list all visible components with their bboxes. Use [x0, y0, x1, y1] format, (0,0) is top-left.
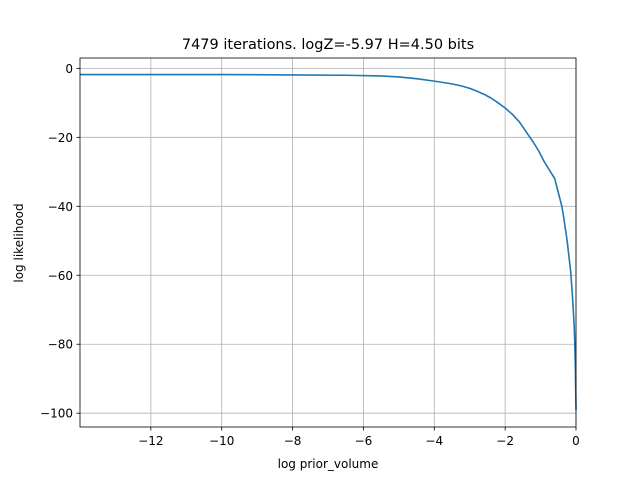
plot-frame	[79, 57, 577, 428]
y-tick-label: −100	[40, 407, 73, 421]
y-tick-label: −80	[48, 338, 73, 352]
chart-title: 7479 iterations. logZ=-5.97 H=4.50 bits	[182, 37, 474, 53]
x-tick-label: −4	[425, 434, 443, 448]
y-tick-label: −60	[48, 269, 73, 283]
x-tick-label: −6	[355, 434, 373, 448]
grid-layer	[80, 58, 577, 427]
y-tick-label: −20	[48, 131, 73, 145]
x-tick-label: −12	[138, 434, 163, 448]
y-tick-label: −40	[48, 200, 73, 214]
series-layer	[80, 73, 577, 410]
series-line	[80, 73, 577, 410]
x-axis-label: log prior_volume	[278, 457, 379, 471]
y-axis-label: log likelihood	[12, 203, 26, 282]
x-tick-label: −10	[209, 434, 234, 448]
tick-layer: −12 −10 −8 −6 −4 −2 00−20−40−60−80−100	[40, 62, 580, 448]
y-tick-label: 0	[65, 62, 73, 76]
x-tick-label: −2	[496, 434, 514, 448]
x-tick-label: −8	[284, 434, 302, 448]
x-tick-label: 0	[572, 434, 580, 448]
